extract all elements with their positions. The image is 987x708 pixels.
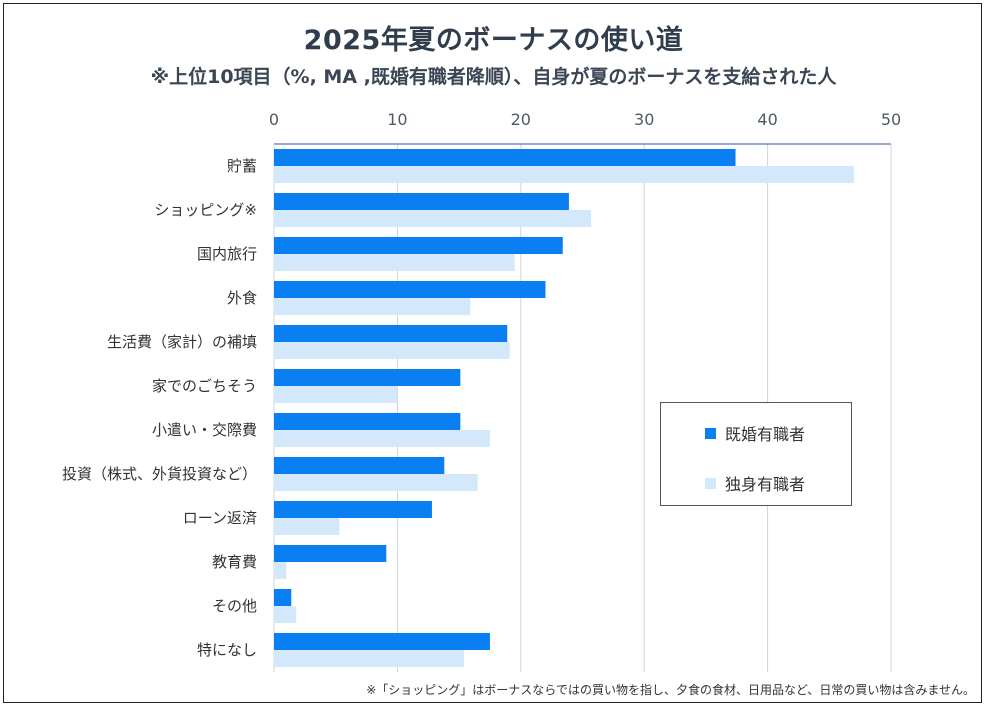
bar-married-0 (274, 149, 736, 166)
bar-married-2 (274, 237, 563, 254)
bar-married-4 (274, 325, 508, 342)
footnote: ※「ショッピング」はボーナスならではの買い物を指し、夕食の食材、日用品など、日常… (366, 683, 975, 697)
bar-married-10 (274, 589, 292, 606)
x-tick-label-20: 20 (511, 110, 531, 129)
bar-single-10 (274, 606, 297, 623)
category-label-5: 家でのごちそう (152, 377, 257, 395)
x-tick-label-0: 0 (269, 110, 279, 129)
legend-item-married: 既婚有職者 (705, 421, 805, 445)
legend: 既婚有職者 独身有職者 (660, 402, 852, 506)
bar-single-0 (274, 166, 854, 183)
bar-married-8 (274, 501, 432, 518)
bar-single-5 (274, 386, 398, 403)
bar-single-6 (274, 430, 490, 447)
chart-subtitle: ※上位10項目（%, MA ,既婚有職者降順）、自身が夏のボーナスを支給された人 (150, 66, 837, 88)
x-tick-label-30: 30 (634, 110, 654, 129)
bar-single-8 (274, 518, 340, 535)
category-label-1: ショッピング※ (154, 201, 257, 219)
bar-single-2 (274, 254, 515, 271)
category-label-3: 外食 (227, 289, 257, 307)
x-tick-label-50: 50 (881, 110, 901, 129)
legend-swatch-single (705, 477, 716, 489)
category-label-8: ローン返済 (183, 509, 257, 527)
category-label-10: その他 (212, 597, 257, 615)
x-tick-label-10: 10 (387, 110, 407, 129)
legend-label-married: 既婚有職者 (725, 425, 806, 444)
category-label-4: 生活費（家計）の補填 (107, 333, 257, 351)
bar-married-6 (274, 413, 461, 430)
legend-item-single: 独身有職者 (705, 471, 805, 495)
bar-single-11 (274, 650, 465, 667)
bar-single-4 (274, 342, 510, 359)
bar-single-9 (274, 562, 287, 579)
category-label-6: 小遣い・交際費 (152, 421, 257, 439)
category-label-11: 特になし (197, 641, 257, 659)
bar-single-1 (274, 210, 592, 227)
bar-married-9 (274, 545, 387, 562)
bar-single-7 (274, 474, 478, 491)
bar-married-3 (274, 281, 546, 298)
category-label-2: 国内旅行 (197, 245, 257, 263)
bar-married-5 (274, 369, 461, 386)
legend-swatch-married (705, 427, 716, 439)
chart-title: 2025年夏のボーナスの使い道 (303, 25, 684, 56)
category-label-9: 教育費 (212, 553, 257, 571)
bar-married-11 (274, 633, 490, 650)
category-label-0: 貯蓄 (227, 157, 257, 175)
legend-label-single: 独身有職者 (725, 475, 806, 494)
bar-married-1 (274, 193, 569, 210)
bar-married-7 (274, 457, 445, 474)
bar-single-3 (274, 298, 471, 315)
category-label-7: 投資（株式、外貨投資など） (62, 465, 257, 483)
x-tick-label-40: 40 (757, 110, 777, 129)
